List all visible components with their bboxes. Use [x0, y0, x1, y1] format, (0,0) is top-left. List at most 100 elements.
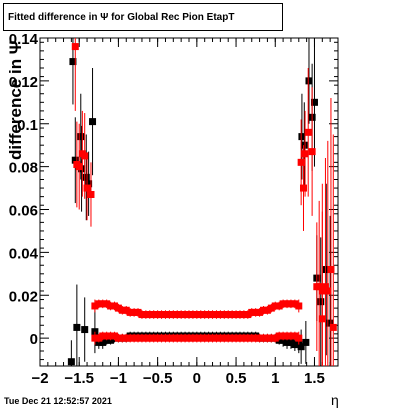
data-point	[271, 334, 279, 342]
data-point	[305, 77, 313, 85]
data-point	[181, 311, 189, 319]
data-point	[83, 184, 91, 192]
data-point	[321, 283, 329, 291]
x-tick-label: 0	[193, 370, 201, 387]
data-point	[295, 302, 303, 310]
data-point	[177, 311, 185, 319]
data-point	[212, 311, 220, 319]
data-point	[99, 332, 107, 340]
data-point	[327, 266, 335, 274]
data-point	[107, 302, 115, 310]
data-point	[308, 148, 316, 156]
data-point	[236, 334, 244, 342]
data-point	[322, 266, 330, 274]
data-point	[95, 300, 103, 308]
data-point	[95, 334, 103, 342]
data-point	[299, 184, 307, 192]
data-point	[111, 302, 118, 310]
data-point	[283, 332, 291, 340]
data-point	[244, 334, 252, 342]
data-point	[193, 334, 201, 342]
data-point	[165, 334, 173, 342]
x-tick-label: −0.5	[143, 370, 173, 387]
y-tick-label: 0.08	[9, 160, 38, 177]
data-point	[318, 315, 326, 323]
data-point	[138, 311, 146, 319]
data-point	[69, 58, 77, 66]
data-point	[201, 311, 209, 319]
data-point	[232, 334, 240, 342]
data-point	[236, 311, 244, 319]
data-point	[87, 190, 95, 198]
data-point	[134, 334, 142, 342]
y-axis-label: difference in Ψ	[6, 40, 25, 160]
data-point	[287, 300, 295, 308]
data-point	[263, 306, 271, 314]
data-point	[310, 98, 318, 106]
data-point	[298, 133, 306, 141]
data-point	[252, 308, 260, 316]
data-point	[256, 308, 264, 316]
data-point	[283, 338, 291, 346]
data-point	[248, 334, 256, 342]
data-point	[75, 163, 83, 171]
data-point	[169, 334, 177, 342]
data-point	[297, 158, 305, 166]
data-point	[244, 311, 252, 319]
y-tick-label: 0.12	[9, 74, 38, 91]
data-point	[126, 334, 134, 342]
data-point	[81, 326, 89, 334]
data-point	[275, 332, 283, 340]
data-point	[252, 334, 260, 342]
data-point	[224, 311, 232, 319]
data-point	[209, 311, 217, 319]
data-point	[193, 311, 201, 319]
data-point	[165, 311, 173, 319]
data-point	[271, 302, 279, 310]
data-point	[173, 311, 181, 319]
x-tick-label: 1.5	[304, 370, 325, 387]
timestamp: Tue Dec 21 12:52:57 2021	[4, 396, 112, 406]
data-point	[240, 334, 248, 342]
data-point	[216, 311, 224, 319]
data-point	[279, 332, 287, 340]
data-point	[189, 334, 197, 342]
data-point	[150, 334, 158, 342]
data-point	[295, 334, 303, 342]
x-tick-label: −2	[31, 370, 48, 387]
data-point	[228, 311, 236, 319]
data-point	[275, 302, 283, 310]
data-point	[291, 300, 299, 308]
data-point	[212, 334, 220, 342]
data-point	[161, 311, 169, 319]
data-point	[150, 311, 158, 319]
data-point	[324, 287, 332, 295]
data-point	[304, 128, 312, 136]
data-point	[111, 332, 118, 340]
data-point	[146, 334, 154, 342]
data-point	[232, 311, 240, 319]
data-point	[161, 334, 169, 342]
y-tick-label: 0.02	[9, 288, 38, 305]
x-tick-label: −1	[110, 370, 127, 387]
data-point	[107, 332, 115, 340]
x-tick-label: 1	[271, 370, 279, 387]
data-point	[142, 311, 150, 319]
data-point	[201, 334, 209, 342]
data-point	[297, 343, 305, 351]
data-point	[158, 334, 166, 342]
data-point	[185, 311, 193, 319]
data-point	[283, 300, 291, 308]
data-point	[301, 150, 309, 158]
data-point	[118, 334, 126, 342]
data-point	[256, 334, 264, 342]
data-point	[99, 338, 107, 346]
data-point	[267, 334, 275, 342]
data-point	[267, 304, 275, 312]
data-point	[329, 323, 337, 331]
data-point	[220, 334, 228, 342]
data-point	[134, 308, 142, 316]
data-point	[122, 334, 130, 342]
data-point	[138, 334, 146, 342]
data-point	[315, 283, 323, 291]
